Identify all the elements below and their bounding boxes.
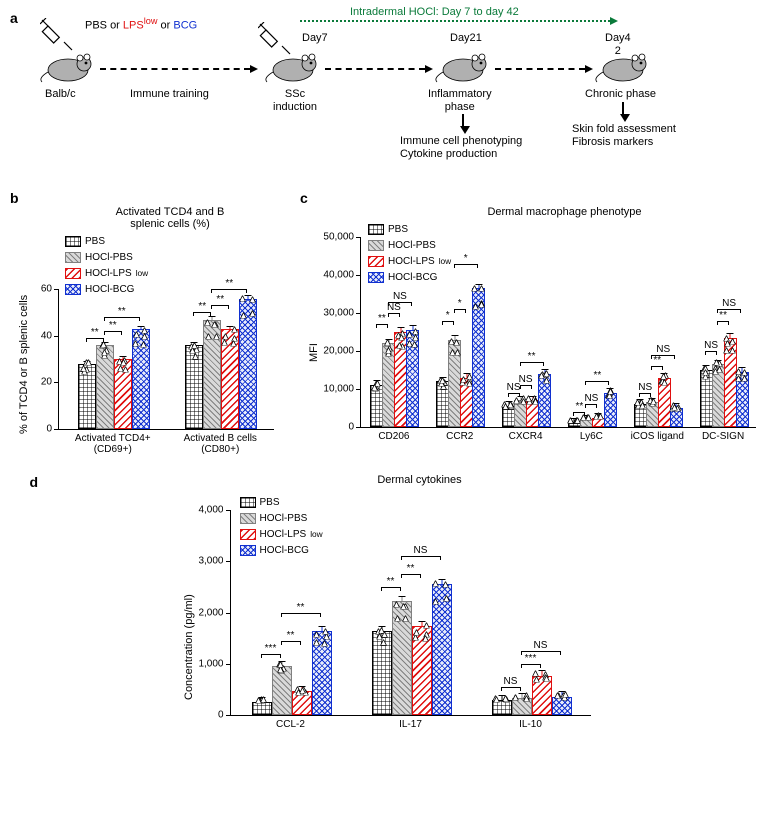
- panel-b-label: b: [10, 190, 290, 206]
- inflam-out-text: Immune cell phenotyping Cytokine product…: [400, 135, 522, 161]
- y-label-b: % of TCD4 or B splenic cells: [18, 295, 30, 434]
- arrow: [495, 68, 585, 70]
- panel-a: a PBS or LPSlow or BCG Balb/c Immune tra…: [10, 10, 769, 180]
- legend-item: HOCl-BCG: [240, 543, 323, 558]
- ssc-text: SSc induction: [273, 88, 317, 114]
- arrow-down: [462, 114, 464, 126]
- panel-c-label: c: [300, 190, 769, 206]
- inflam-text: Inflammatory phase: [428, 88, 492, 114]
- chart-c: MFI 010,00020,00030,00040,00050,000CD206…: [300, 222, 769, 462]
- arrow: [325, 68, 425, 70]
- mouse-icon: [40, 50, 95, 85]
- arrow: [100, 68, 250, 70]
- legend-item: PBS: [240, 495, 323, 510]
- legend-item: HOCl-LPSlow: [65, 266, 148, 281]
- chart-b: % of TCD4 or B splenic cells 0204060Acti…: [10, 234, 290, 464]
- legend-item: HOCl-PBS: [240, 511, 323, 526]
- y-label-d: Concentration (pg/ml): [183, 594, 195, 700]
- plot-b: 0204060Activated TCD4+ (CD69+)Activated …: [58, 289, 274, 430]
- immune-training-text: Immune training: [130, 88, 209, 101]
- panel-d-label: d: [30, 474, 39, 490]
- legend-c: PBSHOCl-PBSHOCl-LPSlowHOCl-BCG: [368, 222, 451, 286]
- chronic-out-text: Skin fold assessment Fibrosis markers: [572, 123, 676, 149]
- legend-item: HOCl-PBS: [368, 238, 451, 253]
- y-label-c: MFI: [308, 343, 320, 362]
- mouse-icon: [595, 50, 650, 85]
- panel-a-label: a: [10, 10, 18, 26]
- mouse-icon: [265, 50, 320, 85]
- panel-d: d Dermal cytokines Concentration (pg/ml)…: [175, 474, 605, 750]
- chronic-text: Chronic phase: [585, 88, 656, 101]
- green-arrow: [300, 20, 610, 22]
- panel-b-title: Activated TCD4 and B splenic cells (%): [50, 206, 290, 230]
- legend-b: PBSHOCl-PBSHOCl-LPSlowHOCl-BCG: [65, 234, 148, 298]
- chart-d: Concentration (pg/ml) 01,0002,0003,0004,…: [175, 490, 605, 750]
- panel-c: c Dermal macrophage phenotype MFI 010,00…: [300, 190, 769, 464]
- mouse-icon: [435, 50, 490, 85]
- strain-text: Balb/c: [45, 88, 76, 101]
- panel-d-title: Dermal cytokines: [235, 474, 605, 486]
- arrow-down: [622, 102, 624, 114]
- legend-item: HOCl-BCG: [65, 282, 148, 297]
- hocl-text: Intradermal HOCl: Day 7 to day 42: [350, 6, 519, 19]
- day21-text: Day21: [450, 32, 482, 45]
- legend-item: PBS: [65, 234, 148, 249]
- panel-c-title: Dermal macrophage phenotype: [360, 206, 769, 218]
- legend-item: PBS: [368, 222, 451, 237]
- legend-item: HOCl-LPSlow: [240, 527, 323, 542]
- legend-item: HOCl-BCG: [368, 270, 451, 285]
- day7-text: Day7: [302, 32, 328, 45]
- treatments-text: PBS or LPSlow or BCG: [85, 16, 197, 33]
- legend-item: HOCl-PBS: [65, 250, 148, 265]
- legend-d: PBSHOCl-PBSHOCl-LPSlowHOCl-BCG: [240, 495, 323, 559]
- legend-item: HOCl-LPSlow: [368, 254, 451, 269]
- panel-b: b Activated TCD4 and B splenic cells (%)…: [10, 190, 290, 464]
